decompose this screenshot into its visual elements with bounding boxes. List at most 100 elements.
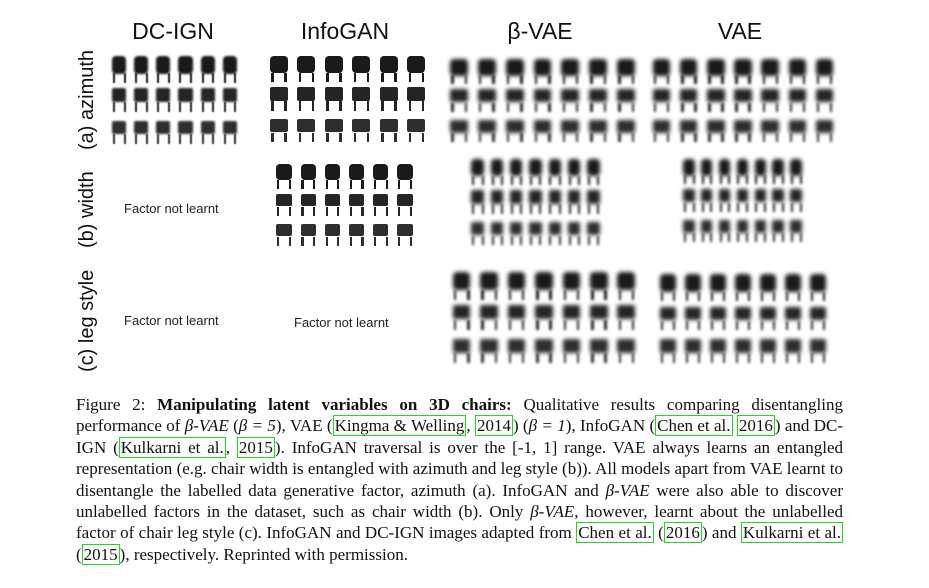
caption-text: ) and DC-IGN (: [76, 416, 844, 457]
caption-text: ), VAE (: [275, 416, 333, 436]
chair-thumbnail: [811, 86, 838, 117]
grid-vae-width: [680, 155, 805, 247]
caption-text: ). InfoGAN traversal is over the [-1, 1]…: [76, 437, 843, 500]
chair-thumbnail: [507, 187, 526, 219]
citation-link-2015[interactable]: 2015: [236, 436, 275, 458]
chair-thumbnail: [345, 160, 369, 190]
chair-thumbnail: [564, 155, 583, 187]
chair-thumbnail: [584, 86, 612, 117]
citation-link-kulkarni[interactable]: Kulkarni et al.: [118, 436, 226, 458]
citation-link-kingma[interactable]: Kingma & Welling: [332, 415, 467, 437]
grid-beta-vae-azimuth: [445, 55, 640, 147]
chair-thumbnail: [296, 160, 320, 190]
caption-text: ,: [225, 437, 237, 457]
chair-thumbnail: [130, 117, 152, 149]
chair-thumbnail: [558, 268, 585, 301]
citation-link-2016-b[interactable]: 2016: [663, 522, 702, 544]
chair-thumbnail: [272, 160, 296, 190]
chair-thumbnail: [680, 216, 698, 247]
chair-thumbnail: [448, 268, 475, 301]
chair-thumbnail: [320, 115, 348, 147]
citation-link-2015-b[interactable]: 2015: [81, 543, 120, 565]
chair-thumbnail: [734, 155, 752, 186]
chair-thumbnail: [680, 155, 698, 186]
chair-thumbnail: [393, 220, 417, 250]
citation-link-chen-2[interactable]: Chen et al.: [576, 522, 654, 544]
caption-beta-1: β = 1: [528, 416, 566, 436]
chair-thumbnail: [320, 160, 344, 190]
chair-thumbnail: [556, 116, 584, 147]
chair-thumbnail: [219, 117, 241, 149]
chair-thumbnail: [755, 335, 780, 368]
chair-thumbnail: [780, 335, 805, 368]
chair-thumbnail: [751, 216, 769, 247]
chair-thumbnail: [265, 84, 293, 116]
chair-thumbnail: [272, 190, 296, 220]
chair-thumbnail: [501, 86, 529, 117]
chair-thumbnail: [751, 186, 769, 217]
citation-link-chen[interactable]: Chen et al.: [655, 415, 733, 437]
chair-thumbnail: [503, 301, 530, 334]
chair-thumbnail: [545, 155, 564, 187]
chair-thumbnail: [805, 303, 830, 336]
chair-thumbnail: [487, 155, 506, 187]
citation-link-kulkarni-2[interactable]: Kulkarni et al.: [740, 522, 844, 544]
chair-thumbnail: [787, 216, 805, 247]
chair-thumbnail: [473, 86, 501, 117]
chair-thumbnail: [584, 218, 603, 250]
column-header-infogan: InfoGAN: [300, 18, 390, 44]
chair-thumbnail: [293, 84, 321, 116]
chair-thumbnail: [530, 301, 557, 334]
chair-thumbnail: [613, 301, 640, 334]
infogan-leg-style-not-learnt: Factor not learnt: [294, 315, 389, 330]
chair-thumbnail: [393, 190, 417, 220]
chair-thumbnail: [445, 55, 473, 86]
chair-thumbnail: [320, 84, 348, 116]
chair-thumbnail: [680, 303, 705, 336]
chair-thumbnail: [787, 155, 805, 186]
caption-text: (: [76, 544, 82, 564]
chair-thumbnail: [529, 116, 557, 147]
chair-thumbnail: [613, 268, 640, 301]
chair-thumbnail: [716, 216, 734, 247]
caption-text: ), InfoGAN (: [565, 416, 656, 436]
chair-thumbnail: [320, 190, 344, 220]
chair-thumbnail: [730, 303, 755, 336]
caption-text: , however, learnt about the unlabelled f…: [76, 502, 844, 543]
chair-thumbnail: [529, 55, 557, 86]
chair-thumbnail: [468, 187, 487, 219]
caption-beta-vae: β-VAE: [605, 480, 650, 500]
chair-thumbnail: [320, 52, 348, 84]
chair-thumbnail: [705, 270, 730, 303]
chair-thumbnail: [445, 86, 473, 117]
dc-ign-leg-style-not-learnt: Factor not learnt: [124, 313, 219, 328]
chair-thumbnail: [475, 335, 502, 368]
chair-thumbnail: [584, 55, 612, 86]
chair-thumbnail: [612, 116, 640, 147]
column-header-vae: VAE: [717, 18, 763, 44]
chair-thumbnail: [345, 190, 369, 220]
chair-thumbnail: [558, 335, 585, 368]
caption-text: Qualitative results comparing disentangl…: [76, 395, 844, 436]
citation-link-2016[interactable]: 2016: [736, 415, 775, 437]
column-header-dc-ign: DC-IGN: [132, 18, 214, 44]
chair-thumbnail: [348, 84, 376, 116]
grid-infogan-width: [272, 160, 417, 250]
citation-link-2014[interactable]: 2014: [474, 415, 513, 437]
chair-thumbnail: [680, 270, 705, 303]
chair-thumbnail: [403, 115, 431, 147]
chair-thumbnail: [585, 301, 612, 334]
chair-thumbnail: [655, 270, 680, 303]
grid-vae-leg-style: [655, 270, 830, 368]
chair-thumbnail: [296, 190, 320, 220]
chair-thumbnail: [475, 268, 502, 301]
chair-thumbnail: [130, 84, 152, 116]
chair-thumbnail: [375, 84, 403, 116]
chair-thumbnail: [729, 86, 756, 117]
chair-thumbnail: [680, 186, 698, 217]
chair-thumbnail: [530, 335, 557, 368]
chair-thumbnail: [811, 55, 838, 86]
column-header-beta-vae: β-VAE: [507, 18, 573, 44]
chair-thumbnail: [705, 303, 730, 336]
chair-thumbnail: [526, 155, 545, 187]
